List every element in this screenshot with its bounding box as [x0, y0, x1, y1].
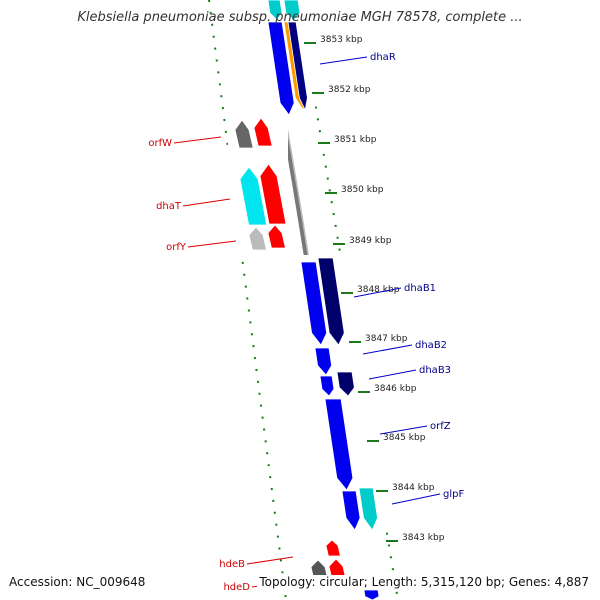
gene-block-dhaT[interactable] — [259, 163, 287, 225]
forward-gene-leader — [362, 344, 413, 355]
gene-block-dhaB1-dark[interactable] — [317, 257, 345, 346]
forward-gene-label[interactable]: glpF — [443, 489, 464, 500]
scale-tick-label: 3852 kbp — [328, 85, 371, 95]
forward-gene-label[interactable]: dhaB2 — [415, 340, 447, 351]
gene-block-hdeB[interactable] — [325, 539, 341, 557]
gene-block-dhaB2-b[interactable] — [319, 375, 335, 397]
gene-block-top-cyan-2[interactable] — [283, 0, 301, 21]
scale-tick-label: 3848 kbp — [357, 285, 400, 295]
genome-summary: Topology: circular; Length: 5,315,120 bp… — [257, 575, 589, 589]
forward-gene-leader — [319, 56, 368, 65]
scale-tick-label: 3846 kbp — [374, 384, 417, 394]
gene-labels: dhaR dhaB1 dhaB2 dhaB3 orfZ glpF orfW dhaT orfY h… — [148, 52, 464, 593]
gene-block-glpF[interactable] — [341, 490, 361, 531]
scale-tick-label: 3849 kbp — [349, 236, 392, 246]
forward-gene-leader — [353, 287, 402, 298]
gene-block-bottom[interactable] — [363, 589, 380, 600]
scale-tick-label: 3843 kbp — [402, 533, 445, 543]
reverse-gene-track — [234, 117, 347, 581]
forward-gene-label[interactable]: orfZ — [430, 421, 451, 432]
reverse-gene-label[interactable]: dhaT — [156, 201, 182, 212]
forward-gene-leader — [379, 425, 428, 435]
reverse-gene-label[interactable]: orfW — [148, 138, 172, 149]
scale-tick-label: 3853 kbp — [320, 35, 363, 45]
scale-tick-label: 3847 kbp — [365, 334, 408, 344]
gene-block-top-cyan[interactable] — [267, 0, 283, 21]
dotted-guides — [208, 0, 399, 600]
forward-gene-label[interactable]: dhaR — [370, 52, 396, 63]
gene-block-orfY-grey[interactable] — [248, 226, 267, 251]
left-guide-line — [208, 0, 287, 600]
reverse-gene-label[interactable]: orfY — [166, 242, 187, 253]
reverse-gene-leader — [187, 240, 237, 248]
scale-tick-label: 3845 kbp — [383, 433, 426, 443]
position-scale: 3853 kbp 3852 kbp 3851 kbp 3850 kbp 3849 kbp… — [304, 35, 445, 543]
forward-gene-leader — [391, 493, 441, 505]
gene-block-orfY[interactable] — [267, 224, 286, 249]
scale-tick-label: 3850 kbp — [341, 185, 384, 195]
reverse-gene-leader — [246, 556, 294, 565]
genome-title: Klebsiella pneumoniae subsp. pneumoniae … — [77, 10, 523, 25]
gene-block-orfW-grey[interactable] — [234, 119, 254, 149]
scale-tick-label: 3851 kbp — [334, 135, 377, 145]
forward-gene-label[interactable]: dhaB3 — [419, 365, 451, 376]
gene-block-dhaR-dark[interactable] — [287, 21, 308, 112]
accession-label: Accession: NC_009648 — [9, 575, 146, 589]
gene-block-glpF-cyan[interactable] — [358, 487, 378, 531]
gene-block-dhaB3[interactable] — [336, 371, 355, 397]
reverse-gene-label[interactable]: hdeD — [223, 582, 250, 593]
reverse-gene-label[interactable]: hdeB — [219, 559, 245, 570]
reverse-gene-leader — [182, 198, 231, 207]
reverse-gene-leader — [173, 136, 222, 144]
gene-block-dhaB1[interactable] — [300, 261, 328, 346]
gene-block-dhaR-a[interactable] — [267, 21, 295, 116]
forward-gene-leader — [368, 369, 417, 380]
scale-tick-label: 3844 kbp — [392, 483, 435, 493]
gene-block-orfZ[interactable] — [324, 398, 354, 491]
gene-block-dhaT-cyan[interactable] — [239, 166, 268, 226]
forward-gene-track — [267, 0, 380, 600]
gene-block-dhaB2[interactable] — [314, 347, 333, 376]
forward-gene-label[interactable]: dhaB1 — [404, 283, 436, 294]
gene-block-orfW[interactable] — [253, 117, 273, 147]
